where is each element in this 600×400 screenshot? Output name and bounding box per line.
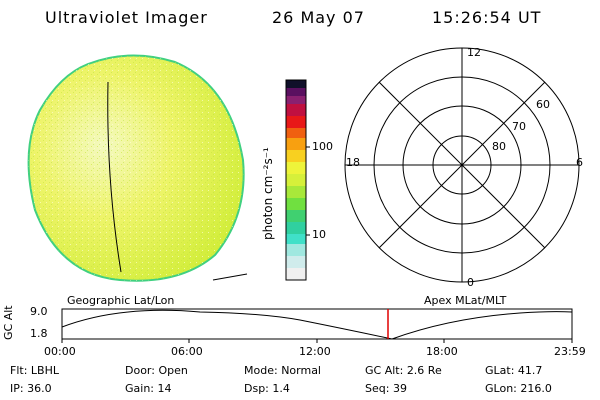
- timeline-ytick-high: 9.0: [30, 305, 48, 318]
- header-time: 15:26:54 UT: [432, 8, 542, 27]
- limb-line: [212, 273, 248, 281]
- earth-disk: [27, 54, 245, 282]
- mlt-label-0: 0: [467, 276, 474, 289]
- status-seq: Seq: 39: [365, 382, 407, 395]
- lat-label-70: 70: [512, 120, 526, 133]
- timeline-xtick-1: 06:00: [171, 345, 203, 358]
- timeline-ylabel: GC Alt: [2, 305, 15, 340]
- lat-label-80: 80: [492, 140, 506, 153]
- right-panel-label: Apex MLat/MLT: [424, 294, 507, 307]
- status-door: Door: Open: [125, 364, 188, 377]
- status-glon: GLon: 216.0: [485, 382, 552, 395]
- lat-label-60: 60: [536, 98, 550, 111]
- timeline-xtick-0: 00:00: [44, 345, 76, 358]
- colorbar-unit-label: photon cm⁻²s⁻¹: [261, 147, 275, 240]
- mlt-label-18: 18: [346, 156, 360, 169]
- status-gc-alt: GC Alt: 2.6 Re: [365, 364, 442, 377]
- terminator-line: [107, 81, 122, 273]
- app-title: Ultraviolet Imager: [45, 8, 208, 27]
- status-mode: Mode: Normal: [244, 364, 321, 377]
- mlt-label-12: 12: [467, 46, 481, 59]
- status-dsp: Dsp: 1.4: [244, 382, 290, 395]
- status-glat: GLat: 41.7: [485, 364, 543, 377]
- polar-plot: [344, 47, 580, 283]
- header-date: 26 May 07: [272, 8, 365, 27]
- colorbar-tick-10: 10: [312, 228, 326, 241]
- mlt-label-6: 6: [576, 156, 583, 169]
- colorbar: [285, 79, 310, 281]
- timeline-xtick-3: 18:00: [426, 345, 458, 358]
- left-panel-label: Geographic Lat/Lon: [67, 294, 175, 307]
- colorbar-tick-100: 100: [312, 140, 333, 153]
- timeline-xtick-2: 12:00: [299, 345, 331, 358]
- status-gain: Gain: 14: [125, 382, 172, 395]
- status-flt: Flt: LBHL: [10, 364, 59, 377]
- status-ip: IP: 36.0: [10, 382, 52, 395]
- timeline-ytick-low: 1.8: [30, 327, 48, 340]
- timeline-plot: [61, 308, 573, 343]
- timeline-xtick-4: 23:59: [554, 345, 586, 358]
